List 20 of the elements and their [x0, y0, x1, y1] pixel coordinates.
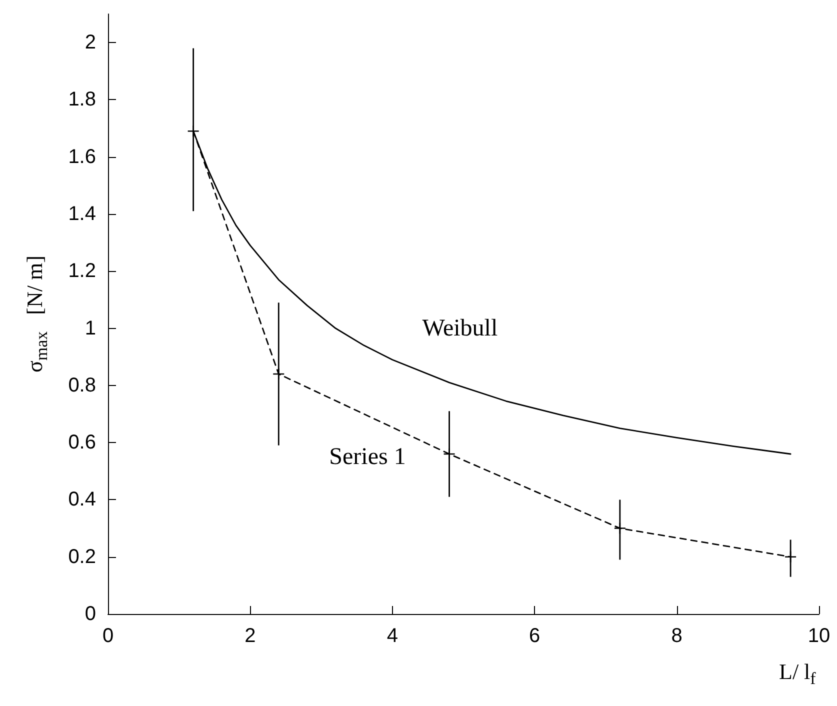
y-tick-label: 0.4 — [68, 488, 96, 511]
y-tick-label: 0.8 — [68, 374, 96, 396]
y-axis-title: σmax [N/ m] — [22, 256, 51, 372]
y-tick-label: 1 — [84, 317, 96, 340]
x-tick-label: 4 — [386, 625, 398, 647]
y-tick-label: 2 — [84, 32, 96, 54]
y-tick-label: 1.8 — [68, 88, 96, 111]
x-tick-label: 6 — [529, 625, 540, 647]
y-tick-label: 1.6 — [68, 146, 96, 168]
x-tick-label: 2 — [244, 625, 256, 647]
y-tick-label: 0 — [84, 603, 96, 625]
y-tick-label: 1.4 — [68, 203, 96, 225]
x-tick-label: 10 — [808, 625, 830, 647]
x-tick-label: 0 — [102, 625, 114, 647]
series-label: Weibull — [422, 315, 498, 342]
x-tick-label: 8 — [671, 625, 682, 647]
series-label: Series 1 — [329, 444, 406, 470]
y-tick-label: 0.2 — [68, 546, 96, 568]
y-tick-label: 1.2 — [68, 260, 96, 282]
y-tick-label: 0.6 — [68, 432, 96, 454]
